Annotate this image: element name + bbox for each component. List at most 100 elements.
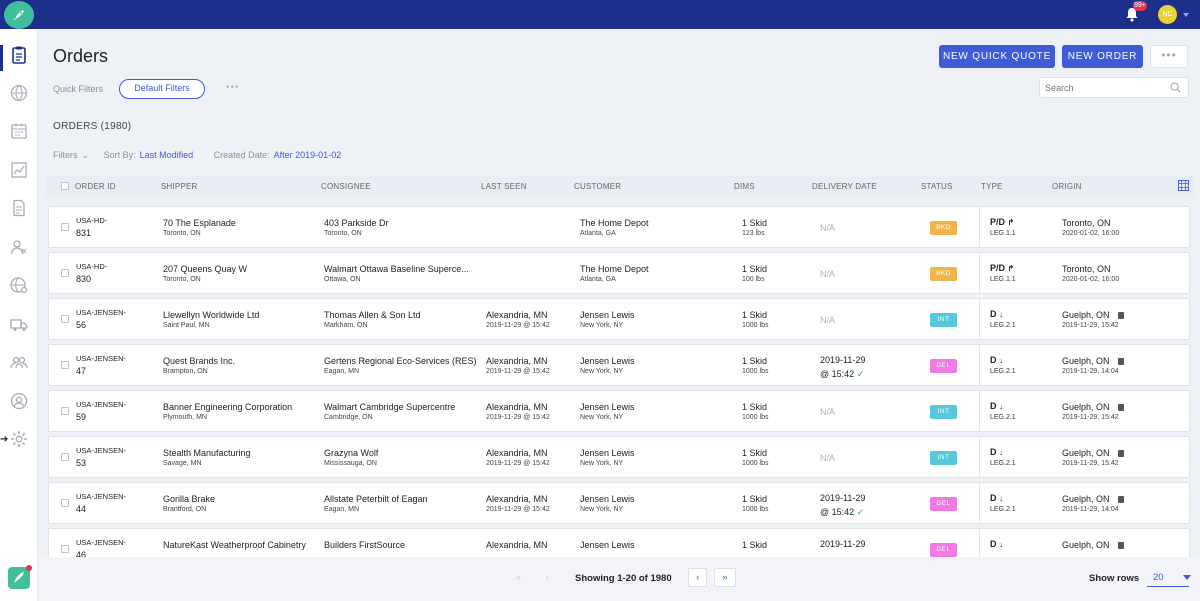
- chevron-down-icon[interactable]: ⌄: [81, 150, 90, 160]
- row-checkbox[interactable]: [61, 361, 69, 369]
- table-row[interactable]: USA-HD- 830 207 Queens Quay W Toronto, O…: [48, 252, 1190, 294]
- order-id[interactable]: USA-JENSEN- 53: [76, 445, 126, 469]
- row-checkbox[interactable]: [61, 269, 69, 277]
- down-arrow-icon: ↓: [999, 448, 1004, 457]
- trash-icon[interactable]: [1117, 358, 1124, 365]
- shipper-city: Toronto, ON: [163, 230, 201, 237]
- consignee-name: Gertens Regional Eco-Services (RES): [324, 356, 477, 366]
- shipper-cell: Llewellyn Worldwide Ltd Saint Paul, MN: [163, 310, 259, 329]
- row-checkbox[interactable]: [61, 407, 69, 415]
- world-settings-icon[interactable]: [9, 275, 29, 295]
- column-header-dims[interactable]: DIMS: [734, 182, 755, 191]
- column-header-order-id[interactable]: ORDER ID: [75, 182, 116, 191]
- consignee-name: Grazyna Wolf: [324, 448, 379, 458]
- next-page-button[interactable]: ›: [688, 568, 707, 587]
- table-row[interactable]: USA-JENSEN- 47 Quest Brands Inc. Brampto…: [48, 344, 1190, 386]
- dims-quantity: 1 Skid: [742, 448, 768, 458]
- notification-bell-icon[interactable]: [1125, 6, 1141, 22]
- trash-icon[interactable]: [1117, 404, 1124, 411]
- last-seen-location: Alexandria, MN: [486, 310, 548, 320]
- last-page-button[interactable]: »: [714, 568, 736, 587]
- table-row[interactable]: USA-JENSEN- 44 Gorilla Brake Brantford, …: [48, 482, 1190, 524]
- column-divider: [979, 437, 980, 477]
- column-header-origin[interactable]: ORIGIN: [1052, 182, 1082, 191]
- more-actions-button[interactable]: •••: [1150, 45, 1188, 68]
- globe-icon[interactable]: [9, 83, 29, 103]
- column-header-consignee[interactable]: CONSIGNEE: [321, 182, 371, 191]
- pagination-bar: « ‹ Showing 1-20 of 1980 › » Show rows 2…: [38, 557, 1200, 601]
- app-launcher-icon[interactable]: [8, 567, 30, 589]
- trash-icon[interactable]: [1117, 496, 1124, 503]
- document-icon[interactable]: [9, 198, 29, 218]
- search-input[interactable]: [1040, 78, 1160, 98]
- created-date-value[interactable]: After 2019-01-02: [273, 150, 342, 160]
- order-id[interactable]: USA-JENSEN- 47: [76, 353, 126, 377]
- trash-icon[interactable]: [1117, 450, 1124, 457]
- column-header-delivery-date[interactable]: DELIVERY DATE: [812, 182, 877, 191]
- table-row[interactable]: USA-JENSEN- 53 Stealth Manufacturing Sav…: [48, 436, 1190, 478]
- row-checkbox[interactable]: [61, 453, 69, 461]
- customer-city: New York, NY: [580, 460, 624, 467]
- clipboard-orders-icon[interactable]: [9, 45, 29, 65]
- origin-cell: Guelph, ON 2019-11-29, 14:04: [1062, 356, 1124, 375]
- delivery-date: N/A: [820, 407, 836, 417]
- trash-icon[interactable]: [1117, 312, 1124, 319]
- origin-location: Guelph, ON: [1062, 448, 1110, 458]
- order-id[interactable]: USA-JENSEN- 44: [76, 491, 126, 515]
- dims-quantity: 1 Skid: [742, 540, 768, 550]
- created-date-label: Created Date:: [213, 150, 270, 160]
- row-checkbox[interactable]: [61, 499, 69, 507]
- column-header-status[interactable]: STATUS: [921, 182, 953, 191]
- select-all-checkbox[interactable]: [61, 182, 69, 190]
- top-navigation-bar: 99+ NC: [0, 0, 1200, 29]
- order-id[interactable]: USA-HD- 831: [76, 215, 107, 239]
- delivery-date: 2019-11-29: [820, 355, 866, 365]
- column-header-shipper[interactable]: SHIPPER: [161, 182, 198, 191]
- quick-filters-more-button[interactable]: •••: [226, 82, 240, 93]
- gear-icon[interactable]: [9, 429, 29, 449]
- user-avatar[interactable]: NC: [1158, 5, 1177, 24]
- delivery-date: 2019-11-29: [820, 539, 866, 549]
- table-row[interactable]: USA-HD- 831 70 The Esplanade Toronto, ON…: [48, 206, 1190, 248]
- truck-icon[interactable]: [9, 314, 29, 334]
- consignee-cell: Thomas Allen & Son Ltd Markham, ON: [324, 310, 421, 329]
- trash-icon[interactable]: [1117, 542, 1124, 549]
- row-checkbox[interactable]: [61, 545, 69, 553]
- chevron-down-icon[interactable]: [1183, 13, 1189, 17]
- order-id[interactable]: USA-HD- 830: [76, 261, 107, 285]
- rocket-logo-icon[interactable]: [4, 1, 34, 29]
- chart-icon[interactable]: [9, 160, 29, 180]
- team-icon[interactable]: [9, 352, 29, 372]
- order-id[interactable]: USA-JENSEN- 46: [76, 537, 126, 561]
- origin-time: 2019-11-29, 15:42: [1062, 460, 1119, 467]
- filters-dropdown[interactable]: Filters: [53, 150, 78, 160]
- order-id[interactable]: USA-JENSEN- 59: [76, 399, 126, 423]
- dims-cell: 1 Skid 1000 lbs: [742, 310, 768, 329]
- support-icon[interactable]: [9, 391, 29, 411]
- customer-cell: Jensen Lewis New York, NY: [580, 448, 635, 467]
- consignee-name: Allstate Peterbilt of Eagan: [324, 494, 428, 504]
- column-header-last-seen[interactable]: LAST SEEN: [481, 182, 527, 191]
- table-columns-icon[interactable]: [1178, 180, 1189, 191]
- default-filters-chip[interactable]: Default Filters: [119, 79, 205, 99]
- rows-per-page-select[interactable]: 20: [1147, 568, 1191, 587]
- new-quick-quote-button[interactable]: NEW QUICK QUOTE: [939, 45, 1055, 68]
- search-icon[interactable]: [1170, 82, 1181, 93]
- customer-name: Jensen Lewis: [580, 356, 635, 366]
- sort-by-value[interactable]: Last Modified: [139, 150, 194, 160]
- new-order-button[interactable]: NEW ORDER: [1062, 45, 1143, 68]
- first-page-icon[interactable]: «: [516, 572, 522, 582]
- column-header-type[interactable]: TYPE: [981, 182, 1003, 191]
- row-checkbox[interactable]: [61, 315, 69, 323]
- order-id[interactable]: USA-JENSEN- 56: [76, 307, 126, 331]
- leg-label: LEG.2.1: [990, 322, 1016, 329]
- users-icon[interactable]: [9, 237, 29, 257]
- previous-page-icon[interactable]: ‹: [546, 572, 549, 582]
- calendar-icon[interactable]: [9, 121, 29, 141]
- chevron-down-icon[interactable]: [1183, 575, 1191, 580]
- origin-cell: Guelph, ON: [1062, 540, 1124, 552]
- column-header-customer[interactable]: CUSTOMER: [574, 182, 622, 191]
- table-row[interactable]: USA-JENSEN- 56 Llewellyn Worldwide Ltd S…: [48, 298, 1190, 340]
- row-checkbox[interactable]: [61, 223, 69, 231]
- table-row[interactable]: USA-JENSEN- 59 Banner Engineering Corpor…: [48, 390, 1190, 432]
